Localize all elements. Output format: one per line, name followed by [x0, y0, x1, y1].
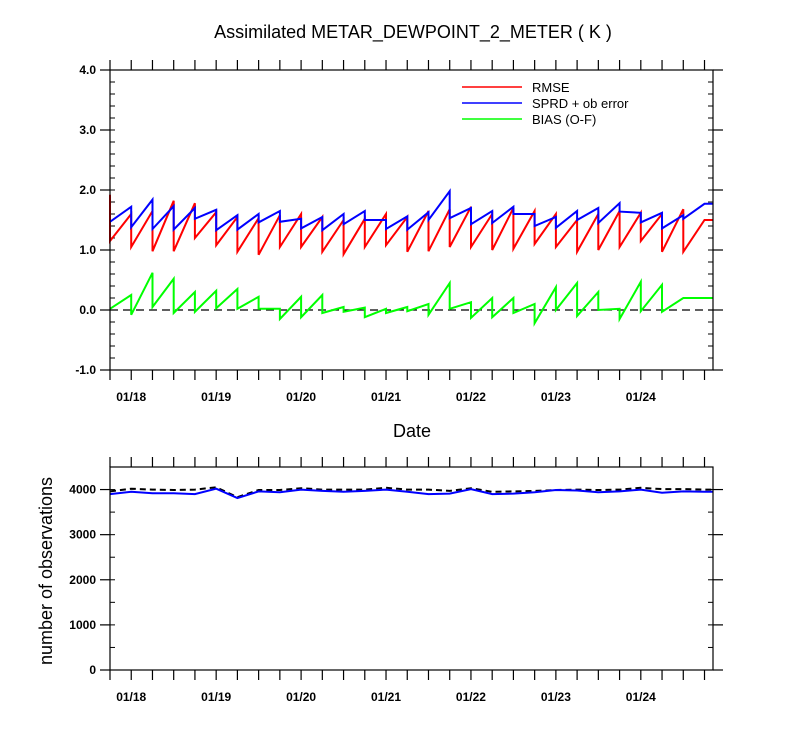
bottom-plot-area: 0 1000 2000 3000 4000 01/18 01/19 01/20 01/21 01/…: [69, 457, 723, 704]
x-tick-label: 01/20: [286, 690, 316, 704]
series-line-rmse: [109, 194, 713, 258]
chart-title: Assimilated METAR_DEWPOINT_2_METER ( K ): [214, 22, 612, 43]
x-tick-label: 01/21: [371, 390, 401, 404]
series-line-possible: [109, 486, 713, 499]
y-tick-label: 2000: [69, 573, 96, 587]
x-tick-label: 01/24: [626, 690, 656, 704]
x-axis-title: Date: [393, 421, 431, 441]
x-tick-label: 01/24: [626, 390, 656, 404]
legend-label: BIAS (O-F): [532, 112, 596, 127]
x-tick-label: 01/19: [201, 390, 231, 404]
x-tick-label: 01/21: [371, 690, 401, 704]
bottom-plot-frame: [109, 466, 714, 671]
y-tick-label: 1000: [69, 618, 96, 632]
legend-label: RMSE: [532, 80, 570, 95]
top-plot-area: -1.0 0.0 1.0 2.0 3.0 4.0 01/18 01/19 01/20 01/21 0…: [75, 60, 723, 404]
x-tick-label: 01/18: [116, 390, 146, 404]
x-tick-label: 01/22: [456, 390, 486, 404]
bottom-chart: 0 1000 2000 3000 4000 01/18 01/19 01/20 01/21 01/…: [36, 457, 723, 704]
x-tick-label: 01/23: [541, 390, 571, 404]
top-chart: Assimilated METAR_DEWPOINT_2_METER ( K )…: [75, 22, 723, 441]
y-tick-label: 1.0: [79, 243, 96, 257]
y-tick-label: 0.0: [79, 303, 96, 317]
y-tick-label: -1.0: [75, 363, 96, 377]
series-line-bias-o-f: [109, 272, 713, 327]
y-tick-label: 4.0: [79, 63, 96, 77]
series-line-assimilated: [109, 487, 713, 500]
x-tick-label: 01/23: [541, 690, 571, 704]
x-tick-label: 01/19: [201, 690, 231, 704]
x-tick-label: 01/18: [116, 690, 146, 704]
y-tick-label: 0: [89, 663, 96, 677]
y-tick-label: 3000: [69, 528, 96, 542]
legend-label: SPRD + ob error: [532, 96, 629, 111]
y-tick-label: 2.0: [79, 183, 96, 197]
y-tick-label: 3.0: [79, 123, 96, 137]
top-plot-frame: [109, 69, 714, 371]
x-tick-label: 01/22: [456, 690, 486, 704]
y-axis-title-observations: number of observations: [36, 477, 56, 665]
y-tick-label: 4000: [69, 483, 96, 497]
x-tick-label: 01/20: [286, 390, 316, 404]
series-line-sprd-ob-error: [109, 188, 713, 233]
